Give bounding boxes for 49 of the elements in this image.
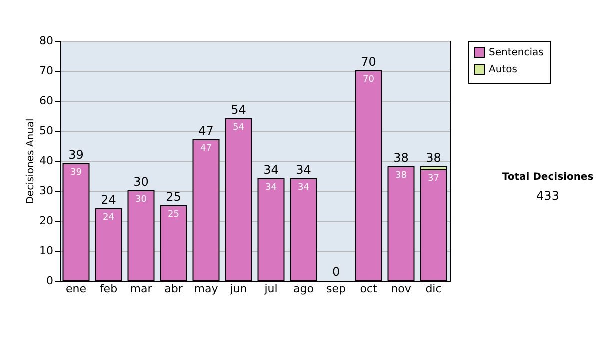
- data-label: 37: [428, 174, 440, 184]
- y-tick-label: 10: [40, 244, 54, 258]
- data-label: 34: [266, 183, 278, 193]
- total-label: 30: [134, 175, 149, 189]
- total-label: 0: [332, 265, 340, 279]
- y-tick-label: 50: [40, 124, 54, 138]
- total-label: 39: [68, 148, 84, 162]
- legend-label: Autos: [489, 64, 518, 76]
- total-label: 38: [426, 151, 442, 165]
- text: 433: [536, 189, 560, 203]
- data-label: 39: [70, 168, 82, 178]
- total-label: 34: [264, 163, 279, 177]
- x-tick-label: dic: [426, 282, 442, 296]
- x-tick-label: feb: [100, 282, 118, 296]
- data-label: 25: [168, 210, 180, 220]
- x-tick-label: oct: [360, 282, 378, 296]
- total-label: 47: [198, 124, 214, 138]
- total-label: 70: [361, 55, 376, 69]
- text: Total Decisiones: [501, 172, 595, 183]
- x-tick-label: may: [194, 282, 219, 296]
- x-tick-label: sep: [326, 282, 346, 296]
- x-tick-label: ene: [66, 282, 87, 296]
- y-axis-title: Decisiones Anual: [26, 118, 37, 204]
- x-tick-label: ago: [294, 282, 314, 296]
- data-label: 54: [233, 123, 245, 133]
- y-tick-label: 30: [40, 184, 54, 198]
- total-label: 24: [101, 193, 116, 207]
- y-tick-label: 20: [40, 214, 54, 228]
- total-label: 34: [296, 163, 312, 177]
- total-label: 54: [231, 103, 246, 117]
- x-tick-label: nov: [391, 282, 412, 296]
- y-tick-label: 60: [40, 94, 54, 108]
- y-tick-label: 80: [40, 34, 54, 48]
- y-tick-label: 0: [46, 274, 54, 288]
- y-tick-label: 40: [40, 154, 54, 168]
- total-label: 25: [166, 190, 182, 204]
- data-label: 70: [363, 75, 375, 85]
- x-tick-label: abr: [164, 282, 184, 296]
- data-label: 24: [103, 213, 115, 223]
- y-tick-label: 70: [40, 64, 54, 78]
- data-label: 30: [136, 195, 148, 205]
- legend-label: Sentencias: [489, 48, 544, 58]
- data-label: 34: [298, 183, 310, 193]
- total-label: 38: [394, 151, 409, 165]
- data-label: 47: [200, 144, 212, 154]
- x-tick-label: jul: [264, 282, 278, 296]
- data-label: 38: [396, 171, 408, 181]
- x-tick-label: jun: [229, 282, 248, 296]
- x-tick-label: mar: [130, 282, 153, 296]
